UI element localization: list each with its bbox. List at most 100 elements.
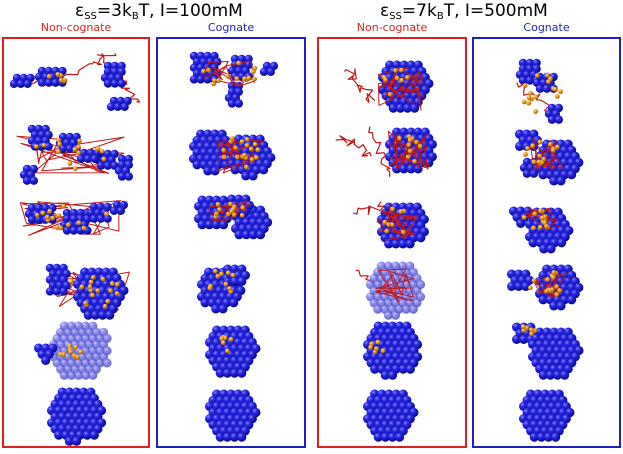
protein-folded-bead [380, 432, 390, 442]
rna-bead [537, 139, 543, 145]
protein-cluster-bead [384, 239, 394, 249]
rna-bead [533, 94, 539, 100]
protein-cluster-bead [560, 370, 570, 380]
protein-fragment-bead [45, 287, 55, 296]
rna-bead [228, 336, 234, 342]
protein-fragment-bead [124, 172, 133, 181]
panel-label-cognate-right: Cognate [523, 21, 570, 34]
rna-bead [244, 137, 250, 142]
protein-fragment-bead [103, 161, 113, 170]
protein-fragment-bead [113, 102, 123, 112]
protein-cluster-bead [90, 310, 100, 320]
rna-bead [108, 288, 113, 294]
rna-bead [41, 142, 47, 148]
protein-cluster-bead [204, 220, 214, 230]
rna-bead [79, 284, 85, 290]
rna-bead [201, 68, 206, 74]
rna-chain [215, 137, 263, 174]
rna-bead [240, 205, 246, 211]
protein-folded-bead [551, 432, 561, 442]
protein-cluster-bead [248, 230, 258, 240]
rna-bead [233, 145, 239, 151]
rna-bead [521, 99, 527, 105]
rna-bead [246, 75, 252, 81]
protein-cluster-bead [567, 295, 577, 305]
rna-bead [78, 349, 84, 355]
rna-bead [101, 156, 107, 162]
protein-cluster-bead [192, 160, 202, 170]
protein-fragment-bead [58, 144, 68, 153]
rna-bead [522, 83, 528, 88]
rna-bead [33, 144, 39, 150]
rna-bead [254, 155, 259, 161]
rna-bead [252, 76, 257, 82]
protein-cluster-bead [105, 310, 115, 320]
rna-bead [90, 274, 96, 280]
protein-cluster-bead [519, 334, 529, 344]
protein-folded-bead [529, 432, 539, 442]
rna-bead [248, 146, 254, 152]
rna-bead [382, 219, 388, 225]
panel-noncognate-right [317, 37, 467, 448]
protein-fragment-bead [34, 215, 43, 224]
rna-bead [255, 147, 261, 153]
panel-cognate-right [472, 37, 621, 448]
rna-bead [523, 152, 528, 157]
protein-cluster-bead [241, 171, 251, 181]
protein-cluster-bead [203, 166, 213, 176]
protein-cluster-bead [200, 298, 210, 308]
rna-bead [90, 292, 95, 298]
protein-cluster-bead [259, 165, 269, 175]
rna-bead [545, 277, 550, 282]
rna-bead [412, 159, 418, 164]
protein-fragment-bead [83, 154, 93, 163]
rna-bead [224, 348, 230, 354]
rna-chain [343, 68, 376, 103]
protein-cluster-bead [59, 370, 69, 380]
protein-cluster-bead [234, 230, 244, 240]
protein-fragment-bead [535, 84, 545, 93]
rna-bead [73, 166, 78, 172]
protein-cluster-bead [539, 244, 549, 254]
rna-bead [229, 136, 235, 141]
rna-chain [16, 135, 125, 174]
protein-cluster-bead [556, 301, 566, 311]
protein-cluster-bead [237, 368, 247, 378]
rna-bead [228, 201, 233, 207]
rna-bead [221, 154, 227, 160]
protein-fragment-bead [44, 78, 53, 87]
rna-bead [215, 273, 221, 279]
rna-bead [61, 352, 66, 357]
protein-cluster-bead [370, 364, 380, 374]
rna-bead [544, 224, 549, 229]
rna-bead [219, 271, 224, 277]
rna-bead [389, 222, 395, 228]
protein-cluster-bead [229, 368, 240, 378]
rna-bead [533, 109, 538, 114]
protein-fragment-bead [76, 154, 86, 163]
protein-cluster-bead [552, 370, 563, 380]
rna-bead [399, 67, 404, 73]
protein-cluster-bead [373, 304, 383, 314]
protein-cluster-bead [41, 355, 51, 365]
rna-bead [229, 209, 235, 214]
rna-bead [56, 137, 62, 143]
rna-bead [95, 288, 101, 293]
rna-bead [252, 65, 258, 71]
rna-bead [81, 225, 87, 231]
protein-cluster-bead [514, 281, 524, 291]
rna-bead [58, 225, 64, 231]
rna-bead [114, 291, 120, 296]
rna-bead [219, 336, 225, 341]
rna-bead [521, 324, 526, 330]
protein-cluster-bead [383, 310, 393, 320]
protein-fragment-bead [103, 214, 112, 223]
rna-bead [368, 344, 373, 350]
rna-bead [554, 284, 559, 290]
protein-folded-bead [237, 432, 247, 442]
protein-cluster-bead [73, 370, 84, 380]
rna-bead [105, 298, 111, 304]
rna-chain [377, 67, 425, 111]
rna-bead [68, 279, 74, 284]
rna-bead [55, 149, 61, 155]
